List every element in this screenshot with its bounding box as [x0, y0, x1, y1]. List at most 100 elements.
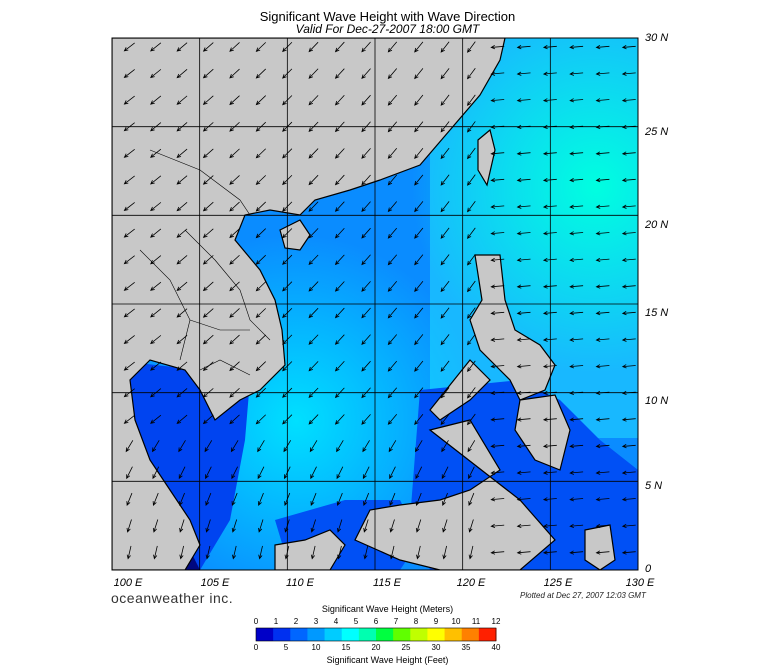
wave-direction-arrow	[595, 98, 610, 103]
wave-direction-arrow	[414, 201, 424, 213]
wave-direction-arrow	[231, 492, 238, 506]
wave-direction-arrow	[334, 361, 345, 372]
wave-direction-arrow	[202, 281, 214, 292]
wave-direction-arrow	[179, 492, 185, 506]
wave-direction-arrow	[179, 545, 184, 560]
wave-direction-arrow	[389, 492, 396, 506]
wave-direction-arrow	[123, 148, 135, 158]
wave-direction-arrow	[440, 174, 450, 186]
wave-direction-arrow	[205, 545, 211, 560]
wave-direction-arrow	[387, 41, 398, 53]
wave-direction-arrow	[176, 388, 188, 398]
feet-tick-label: 25	[401, 643, 411, 652]
meters-tick-label: 1	[273, 617, 279, 626]
wave-direction-arrow	[334, 148, 345, 159]
wave-direction-arrow	[309, 440, 318, 453]
wave-direction-arrow	[282, 174, 293, 186]
feet-tick-label: 10	[311, 643, 321, 652]
wave-direction-arrow	[516, 204, 531, 209]
wave-direction-arrow	[202, 42, 214, 52]
wave-direction-arrow	[569, 151, 584, 156]
wave-direction-arrow	[490, 98, 505, 103]
wave-direction-arrow	[490, 390, 505, 396]
wave-direction-arrow	[282, 41, 293, 53]
wave-direction-arrow	[440, 121, 450, 133]
wave-direction-arrow	[205, 519, 211, 533]
wave-direction-arrow	[308, 201, 319, 212]
wave-direction-arrow	[389, 519, 395, 533]
wave-direction-arrow	[123, 42, 135, 52]
wave-direction-arrow	[284, 466, 291, 480]
meters-tick-label: 12	[491, 617, 501, 626]
wave-direction-arrow	[176, 122, 188, 132]
map-canvas	[112, 38, 638, 570]
wave-direction-arrow	[123, 388, 135, 398]
wave-direction-arrow	[282, 361, 293, 372]
wave-direction-arrow	[231, 466, 238, 480]
wave-direction-arrow	[621, 417, 636, 422]
wave-direction-arrow	[202, 255, 214, 265]
wave-direction-arrow	[229, 201, 240, 212]
wave-direction-arrow	[123, 281, 135, 291]
wave-direction-arrow	[595, 204, 610, 209]
wave-direction-arrow	[310, 492, 317, 506]
wave-direction-arrow	[414, 413, 424, 426]
wave-direction-arrow	[282, 387, 293, 398]
wave-direction-arrow	[255, 68, 267, 79]
wave-height-colorbar	[255, 627, 497, 642]
wave-direction-arrow	[361, 148, 371, 159]
lat-label-25n: 25 N	[645, 126, 669, 138]
wave-direction-arrow	[231, 545, 237, 560]
wave-direction-arrow	[467, 41, 476, 53]
wave-direction-arrow	[467, 360, 476, 373]
wave-direction-arrow	[308, 228, 319, 239]
wave-direction-arrow	[569, 470, 584, 475]
colorbar-segment	[256, 628, 274, 641]
wave-direction-arrow	[205, 466, 212, 480]
wave-direction-arrow	[542, 337, 557, 342]
legend-meters-title: Significant Wave Height (Meters)	[321, 604, 454, 614]
wave-direction-arrow	[176, 95, 188, 105]
wave-direction-arrow	[282, 121, 293, 132]
wave-direction-arrow	[595, 390, 610, 396]
wave-direction-arrow	[490, 151, 505, 156]
wave-direction-arrow	[150, 122, 162, 132]
wave-direction-arrow	[440, 94, 450, 106]
wave-direction-arrow	[467, 94, 476, 107]
wave-direction-arrow	[516, 417, 531, 422]
wave-direction-arrow	[336, 466, 344, 480]
wave-direction-arrow	[176, 175, 188, 185]
wave-direction-arrow	[542, 71, 557, 76]
wave-direction-arrow	[123, 335, 135, 345]
meters-tick-label: 8	[413, 617, 419, 626]
wave-direction-arrow	[595, 444, 610, 449]
wave-direction-arrow	[284, 519, 290, 533]
wave-direction-arrow	[415, 440, 423, 453]
lat-lon-grid	[112, 38, 638, 570]
lat-label-30n: 30 N	[645, 32, 669, 44]
wave-direction-arrow	[569, 550, 584, 555]
wave-direction-arrow	[363, 545, 369, 560]
wave-direction-arrow	[229, 121, 240, 132]
wave-direction-arrow	[621, 497, 636, 502]
wave-direction-arrow	[621, 444, 636, 449]
wave-direction-arrow	[440, 360, 450, 372]
map-frame	[111, 37, 639, 571]
wave-direction-arrow	[387, 174, 398, 186]
wave-direction-arrow	[516, 231, 531, 236]
wave-direction-arrow	[468, 545, 474, 560]
lat-label-0: 0	[645, 563, 652, 575]
meters-tick-label: 4	[333, 617, 339, 626]
wave-direction-arrow	[361, 227, 371, 239]
wave-direction-arrow	[150, 388, 162, 398]
wave-direction-arrow	[230, 440, 239, 453]
wave-direction-arrow	[542, 444, 557, 449]
wave-direction-arrow	[516, 284, 531, 289]
wave-direction-arrow	[334, 414, 345, 425]
wave-direction-arrow	[126, 545, 132, 560]
wave-direction-arrow	[337, 519, 343, 533]
wave-direction-arrow	[569, 337, 584, 342]
wave-direction-arrow	[282, 95, 293, 106]
wave-direction-arrow	[542, 364, 557, 369]
wave-direction-arrow	[123, 202, 135, 212]
